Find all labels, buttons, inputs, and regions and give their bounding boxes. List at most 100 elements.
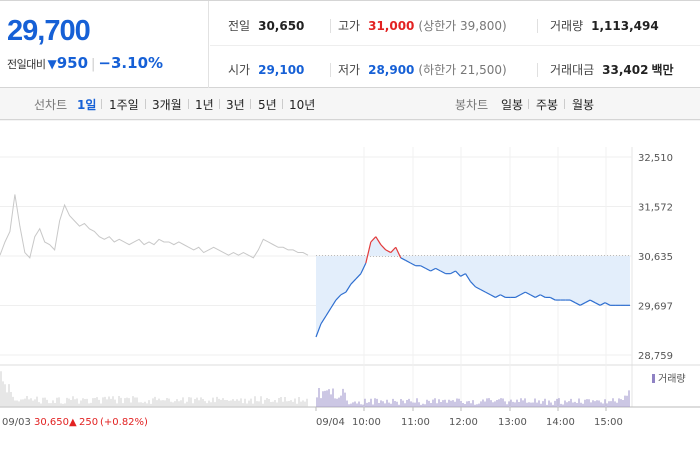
up-arrow-icon: ▲ bbox=[69, 417, 77, 428]
today-price-line-segment bbox=[325, 307, 332, 317]
tab-1day[interactable]: 1일 bbox=[77, 98, 97, 112]
day-high: 고가 31,000 (상한가 39,800) bbox=[338, 17, 507, 34]
change-percent: −3.10% bbox=[98, 54, 164, 72]
open-price: 시가 29,100 bbox=[228, 61, 304, 78]
below-prev-close-area bbox=[316, 236, 630, 337]
today-price-line-segment bbox=[500, 294, 506, 298]
y-tick-label: 31,572 bbox=[638, 203, 673, 214]
prev-day-change-percent: (+0.82%) bbox=[100, 417, 148, 428]
prev-close: 전일 30,650 bbox=[228, 17, 304, 34]
today-price-line-segment bbox=[440, 270, 446, 275]
today-price-line-segment bbox=[599, 302, 606, 306]
today-price-line-segment bbox=[520, 291, 526, 296]
today-price-line-segment bbox=[535, 294, 541, 298]
today-price-line-segment bbox=[320, 315, 327, 325]
tab-divider bbox=[250, 99, 251, 109]
tab-3months[interactable]: 3개월 bbox=[152, 98, 182, 112]
today-price-line-segment bbox=[549, 296, 556, 301]
today-price-line-segment bbox=[525, 291, 531, 296]
tab-divider bbox=[219, 99, 220, 109]
today-price-line-segment bbox=[340, 291, 347, 296]
tab-10years[interactable]: 10년 bbox=[289, 98, 316, 112]
today-price-line-segment bbox=[430, 267, 436, 272]
today-price-line-segment bbox=[569, 299, 576, 304]
today-price-line-segment bbox=[584, 299, 591, 304]
today-price-line-segment bbox=[480, 288, 486, 293]
x-tick-label: 11:00 bbox=[401, 417, 430, 428]
today-price-line-segment bbox=[579, 302, 586, 306]
today-price-line-segment bbox=[375, 236, 382, 245]
change-row: 전일대비 ▼950 | −3.10% bbox=[7, 54, 163, 72]
today-price-line-segment bbox=[515, 294, 521, 298]
tab-5years[interactable]: 5년 bbox=[258, 98, 277, 112]
tab-weekly-candle[interactable]: 주봉 bbox=[536, 98, 559, 112]
price-chart: 32,510 31,572 30,635 29,697 28,759 09/04 10:00… bbox=[0, 120, 700, 450]
volume-legend-swatch bbox=[652, 374, 655, 383]
low-label: 저가 bbox=[338, 63, 361, 77]
today-price-line-segment bbox=[330, 299, 337, 309]
today-price-line-segment bbox=[410, 262, 416, 267]
amount-value: 33,402 bbox=[602, 63, 649, 77]
change-label: 전일대비 bbox=[7, 58, 46, 71]
day-low: 저가 28,900 (하한가 21,500) bbox=[338, 61, 507, 78]
lower-limit: (하한가 21,500) bbox=[418, 63, 507, 77]
tab-1week[interactable]: 1주일 bbox=[109, 98, 139, 112]
prev-day-price-line bbox=[0, 194, 309, 259]
today-price-line-segment bbox=[465, 273, 472, 282]
high-value: 31,000 bbox=[368, 19, 415, 33]
prev-day-close: 30,650 bbox=[34, 417, 69, 428]
prev-close-value: 30,650 bbox=[258, 19, 305, 33]
today-price-line-segment bbox=[350, 278, 357, 285]
today-price-line-segment bbox=[530, 294, 536, 298]
change-divider: | bbox=[91, 57, 96, 72]
quote-panel: 29,700 전일대비 ▼950 | −3.10% 전일 30,650 고가 31,000… bbox=[0, 0, 700, 88]
volume: 거래량 1,113,494 bbox=[550, 17, 659, 34]
today-price-line-segment bbox=[390, 246, 397, 253]
x-tick-label: 13:00 bbox=[498, 417, 527, 428]
volume-value: 1,113,494 bbox=[591, 19, 659, 33]
y-tick-label: 32,510 bbox=[638, 153, 673, 164]
tab-divider bbox=[188, 99, 189, 109]
tab-divider bbox=[528, 99, 529, 109]
tab-1year[interactable]: 1년 bbox=[195, 98, 214, 112]
today-price-line-segment bbox=[400, 257, 406, 261]
trade-amount: 거래대금 33,402 백만 bbox=[550, 61, 674, 78]
today-price-line-segment bbox=[355, 273, 362, 280]
today-price-line-segment bbox=[370, 236, 377, 243]
today-price-line-segment bbox=[455, 270, 461, 277]
today-price-line-segment bbox=[425, 267, 431, 272]
today-price-line-segment bbox=[380, 244, 387, 251]
divider bbox=[330, 19, 331, 33]
open-label: 시가 bbox=[228, 63, 251, 77]
today-price-line-segment bbox=[435, 267, 441, 272]
divider bbox=[537, 19, 538, 33]
today-price-line-segment bbox=[485, 291, 491, 296]
today-price-line-segment bbox=[395, 247, 402, 259]
x-tick-label: 12:00 bbox=[449, 417, 478, 428]
low-value: 28,900 bbox=[368, 63, 415, 77]
x-tick-label: 10:00 bbox=[352, 417, 381, 428]
tab-divider bbox=[101, 99, 102, 109]
volume-legend-label: 거래량 bbox=[658, 373, 686, 385]
today-price-line-segment bbox=[365, 241, 372, 264]
price-chart-svg: 32,510 31,572 30,635 29,697 28,759 09/04 10:00… bbox=[0, 120, 700, 428]
line-chart-heading: 선차트 bbox=[34, 98, 68, 112]
today-price-line-segment bbox=[385, 249, 392, 254]
amount-unit: 백만 bbox=[651, 63, 674, 77]
today-price-line-segment bbox=[420, 265, 426, 269]
high-label: 고가 bbox=[338, 19, 361, 33]
amount-label: 거래대금 bbox=[550, 63, 595, 77]
prev-close-label: 전일 bbox=[228, 19, 251, 33]
tab-monthly-candle[interactable]: 월봉 bbox=[572, 98, 595, 112]
y-tick-label: 29,697 bbox=[638, 302, 673, 313]
prev-day-date: 09/03 bbox=[2, 417, 31, 428]
today-price-line-segment bbox=[594, 302, 601, 306]
today-price-line-segment bbox=[574, 302, 581, 306]
divider bbox=[330, 63, 331, 77]
volume-label: 거래량 bbox=[550, 19, 584, 33]
tab-divider bbox=[282, 99, 283, 109]
tab-3years[interactable]: 3년 bbox=[226, 98, 245, 112]
tab-daily-candle[interactable]: 일봉 bbox=[501, 98, 524, 112]
divider bbox=[537, 63, 538, 77]
